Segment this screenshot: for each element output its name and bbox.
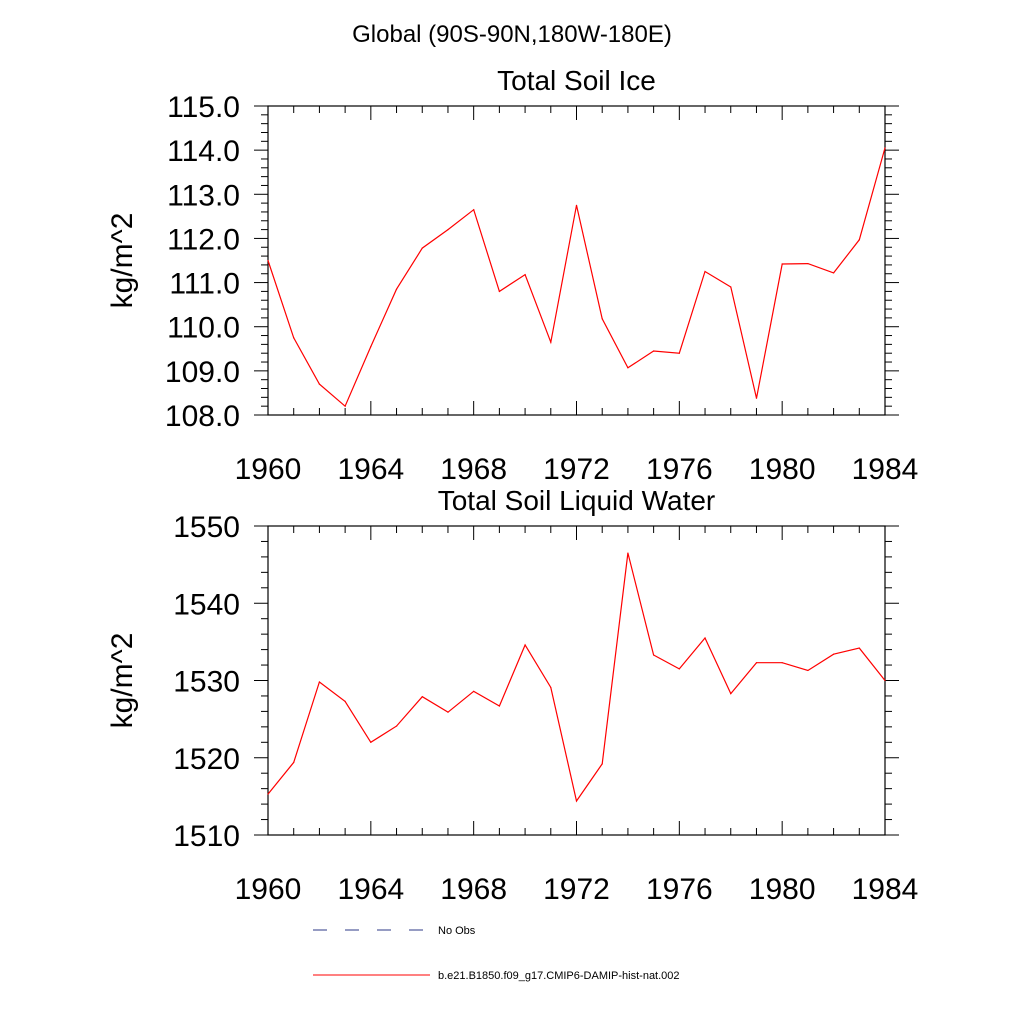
data-point	[421, 696, 423, 698]
panels: Total Soil Ice kg/m^2 1960 1964 1968 1972 1976…	[106, 65, 918, 906]
data-point	[781, 263, 783, 265]
data-point	[473, 690, 475, 692]
y-axis-label: kg/m^2	[106, 213, 139, 309]
data-point	[395, 288, 398, 290]
data-point	[832, 272, 835, 274]
data-point	[575, 800, 578, 802]
x-tick-label: 1980	[749, 873, 816, 906]
data-point	[524, 644, 526, 646]
legend-entry: No Obs	[313, 925, 476, 937]
data-point	[293, 761, 295, 763]
y-tick-label: 109.0	[165, 356, 240, 389]
data-point	[884, 679, 886, 682]
x-tick-label: 1980	[749, 453, 816, 486]
y-tick-label: 111.0	[169, 268, 240, 301]
legend-label: No Obs	[438, 925, 476, 937]
x-tick-label: 1968	[440, 453, 507, 486]
data-point	[267, 259, 269, 262]
chart-title: Total Soil Ice	[497, 65, 656, 96]
data-point	[370, 345, 372, 348]
data-point	[421, 247, 423, 249]
y-tick-label: 1520	[173, 743, 240, 776]
x-tick-label: 1960	[235, 453, 302, 486]
y-tick-label: 1510	[173, 820, 240, 853]
data-point	[395, 725, 398, 727]
y-tick-label: 1530	[173, 666, 240, 699]
data-point	[858, 647, 860, 649]
data-point	[627, 367, 629, 369]
data-point	[807, 262, 809, 265]
data-point	[781, 662, 783, 664]
data-point	[498, 290, 500, 292]
data-point	[704, 637, 706, 639]
x-tick-label: 1960	[235, 873, 302, 906]
y-tick-label: 108.0	[165, 400, 240, 433]
data-point	[678, 668, 680, 670]
legend-label: b.e21.B1850.f09_g17.CMIP6-DAMIP-hist-nat…	[438, 970, 680, 982]
x-tick-label: 1964	[337, 453, 404, 486]
data-point	[550, 341, 552, 343]
data-point	[678, 352, 680, 354]
data-point	[755, 662, 758, 664]
legend: No Obs b.e21.B1850.f09_g17.CMIP6-DAMIP-hi…	[313, 925, 680, 982]
y-tick-label: 115.0	[167, 91, 240, 124]
data-point	[755, 397, 758, 399]
data-point	[293, 337, 295, 339]
chart-panel: Total Soil Ice kg/m^2 1960 1964 1968 1972 1976…	[106, 65, 918, 486]
data-point	[704, 270, 706, 273]
y-axis-label: kg/m^2	[106, 633, 139, 729]
data-point	[473, 209, 475, 211]
y-tick-label: 1550	[173, 511, 240, 544]
plot-frame	[267, 105, 886, 416]
data-point	[884, 147, 886, 149]
x-tick-label: 1968	[440, 873, 507, 906]
series-line	[267, 147, 886, 408]
y-tick-label: 110.0	[167, 312, 240, 345]
chart-panel: Total Soil Liquid Water kg/m^2 1960 1964 196…	[106, 485, 918, 906]
data-point	[601, 318, 603, 320]
data-point	[627, 552, 629, 554]
data-point	[653, 350, 655, 352]
plot-frame	[267, 525, 886, 836]
x-tick-label: 1976	[646, 873, 713, 906]
data-point	[653, 654, 655, 656]
data-point	[498, 705, 500, 707]
data-point	[550, 686, 552, 689]
data-point	[575, 204, 578, 206]
x-tick-label: 1972	[543, 873, 610, 906]
data-point	[370, 741, 372, 743]
y-tick-label: 114.0	[167, 135, 240, 168]
data-point	[318, 383, 321, 385]
data-point	[447, 711, 449, 713]
legend-entry: b.e21.B1850.f09_g17.CMIP6-DAMIP-hist-nat…	[313, 970, 680, 982]
data-point	[730, 693, 732, 695]
data-point	[344, 405, 346, 407]
x-tick-label: 1984	[852, 873, 919, 906]
region-title: Global (90S-90N,180W-180E)	[352, 21, 672, 48]
x-tick-label: 1972	[543, 453, 610, 486]
data-point	[447, 229, 449, 231]
data-point	[524, 274, 526, 276]
data-point	[858, 239, 860, 241]
data-point	[601, 763, 603, 765]
x-tick-label: 1964	[337, 873, 404, 906]
x-tick-label: 1976	[646, 453, 713, 486]
y-tick-label: 113.0	[167, 179, 240, 212]
data-point	[344, 700, 346, 702]
y-tick-label: 1540	[173, 588, 240, 621]
data-point	[267, 793, 269, 795]
x-tick-label: 1984	[852, 453, 919, 486]
data-point	[807, 669, 809, 672]
series-line	[267, 552, 886, 803]
chart-title: Total Soil Liquid Water	[438, 485, 716, 516]
y-tick-label: 112.0	[167, 223, 240, 256]
data-point	[318, 681, 321, 683]
data-point	[730, 286, 732, 288]
data-point	[832, 653, 835, 655]
